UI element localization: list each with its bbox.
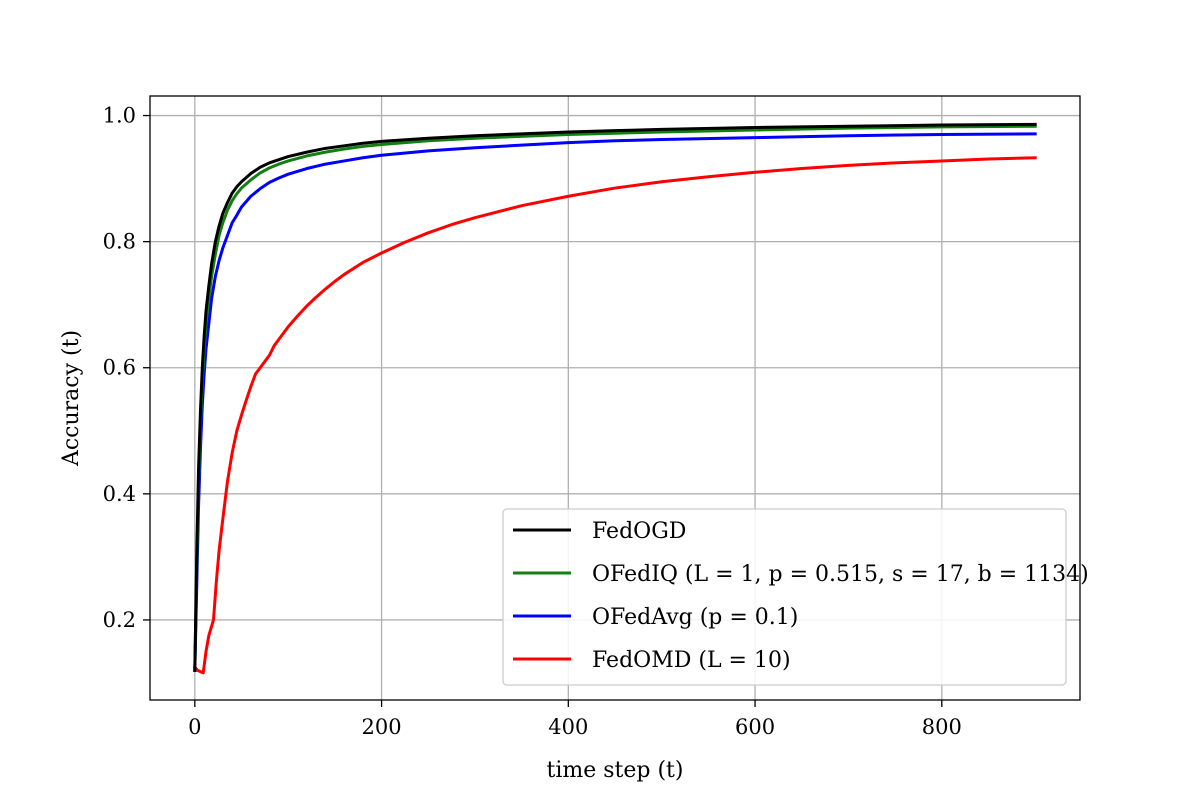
legend-label-3: FedOMD (L = 10) [592,648,791,673]
series-line-2 [193,132,1037,672]
x-tick-label: 400 [548,715,588,739]
axis-ticks: 0 200 400 600 800 0.2 0.4 0.6 0.8 1.0 [103,104,962,739]
y-axis-label: Accuracy (t) [59,330,84,467]
x-tick-label: 200 [362,715,402,739]
y-tick-label: 0.2 [103,608,136,632]
series-line-0 [193,122,1037,672]
plot-frame [149,95,1081,701]
x-tick-label: 800 [922,715,962,739]
legend: FedOGD OFedIQ (L = 1, p = 0.515, s = 17, … [502,508,1089,686]
legend-label-2: OFedAvg (p = 0.1) [592,605,798,630]
series-line-3 [192,156,1037,675]
y-tick-label: 0.4 [103,482,136,506]
y-tick-label: 0.8 [103,230,136,254]
y-tick-label: 0.6 [103,356,136,380]
series-lines [192,122,1037,675]
x-tick-label: 0 [188,715,201,739]
x-tick-label: 600 [735,715,775,739]
legend-label-0: FedOGD [592,519,686,544]
legend-box [502,508,1067,686]
legend-label-1: OFedIQ (L = 1, p = 0.515, s = 17, b = 11… [592,562,1089,587]
y-tick-label: 1.0 [103,104,136,128]
x-axis-label: time step (t) [547,758,684,783]
